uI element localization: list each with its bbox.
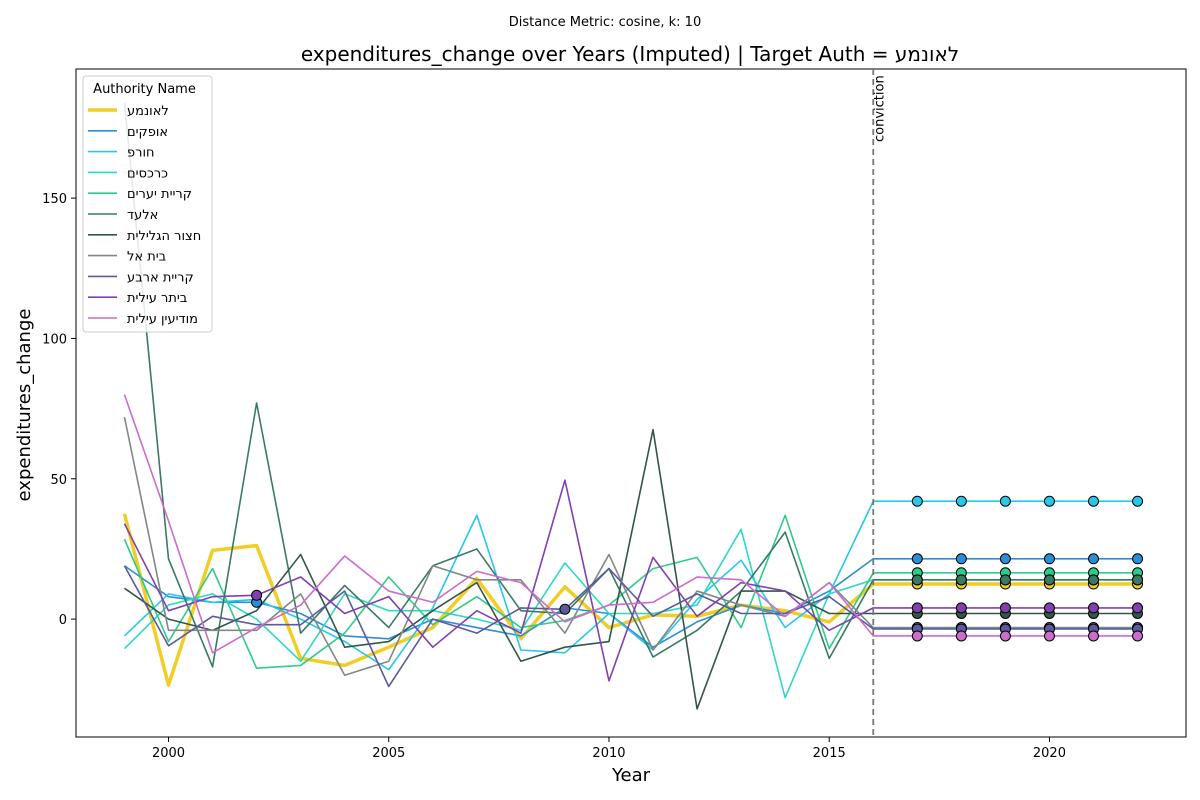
imputed-point (1088, 495, 1099, 507)
legend-entry: חורפ (127, 146, 155, 161)
imputed-point (999, 630, 1011, 642)
chart-suptitle: Distance Metric: cosine, k: 10 (509, 15, 701, 30)
imputed-point (559, 603, 571, 615)
imputed-point (1132, 553, 1144, 565)
series-line-4 (123, 514, 1138, 670)
imputed-point (955, 574, 967, 586)
series-line-8 (123, 565, 1138, 688)
series-lines (122, 102, 1138, 710)
imputed-point (1088, 574, 1099, 586)
legend-box (82, 75, 213, 333)
x-tick-label: 2020 (1033, 746, 1066, 761)
conviction-line-group: conviction (872, 69, 887, 737)
imputed-point (1043, 630, 1055, 642)
legend-entry: בית אל (127, 250, 166, 265)
legend-entry: חצור הגלילית (127, 229, 201, 244)
y-axis-title: expenditures_change (14, 309, 35, 502)
imputed-point (999, 602, 1011, 614)
series-line-10 (123, 394, 1138, 654)
imputed-point (999, 574, 1011, 586)
y-tick-label: 150 (42, 192, 67, 207)
plot-area (75, 68, 1187, 738)
y-tick-label: 100 (42, 332, 67, 347)
x-tick-label: 2010 (592, 746, 625, 761)
imputed-point (911, 602, 923, 614)
y-tick-label: 50 (50, 473, 67, 488)
imputed-point (1088, 602, 1099, 614)
imputed-point (955, 602, 967, 614)
imputed-point (955, 553, 967, 565)
legend-title: Authority Name (93, 82, 196, 97)
legend-entry: כרכסים (127, 166, 168, 181)
y-tick-label: 0 (59, 613, 67, 628)
axis-ticks: 2000 2005 2010 2015 2020 0 50 100 150 (42, 192, 1066, 761)
x-tick-label: 2005 (372, 746, 405, 761)
imputed-point (1132, 630, 1144, 642)
imputed-point (999, 495, 1011, 507)
imputed-point (1132, 574, 1144, 586)
series-line-6 (123, 428, 1138, 710)
imputed-point (911, 553, 923, 565)
conviction-label: conviction (872, 75, 887, 142)
imputed-point (911, 495, 923, 507)
legend-entry: אלעד (127, 208, 158, 223)
series-line-2 (123, 500, 1138, 671)
series-line-1 (123, 557, 1138, 648)
imputed-markers (251, 495, 1144, 642)
series-line-5 (123, 102, 1138, 668)
imputed-point (1088, 630, 1099, 642)
x-axis-title: Year (611, 765, 651, 786)
legend-entry: ביתר עילית (127, 291, 187, 306)
x-tick-label: 2000 (152, 746, 185, 761)
imputed-point (1132, 495, 1144, 507)
imputed-point (911, 630, 923, 642)
legend-entry: אופקים (127, 125, 168, 140)
legend-entry: מודיעין עילית (127, 312, 198, 327)
series-line-7 (123, 416, 1138, 677)
imputed-point (1043, 553, 1055, 565)
imputed-point (1043, 574, 1055, 586)
legend: Authority Name לאונמע אופקים חורפ כרכסים קריי… (82, 75, 213, 333)
legend-entry: קריית ארבע (127, 270, 194, 285)
imputed-point (1043, 602, 1055, 614)
series-line-9 (123, 479, 1138, 682)
imputed-point (911, 574, 923, 586)
axes-frame (75, 68, 1187, 738)
imputed-point (1088, 553, 1099, 565)
imputed-point (1132, 602, 1144, 614)
imputed-point (251, 589, 263, 601)
imputed-point (955, 495, 967, 507)
legend-entry: לאונמע (127, 104, 169, 119)
legend-entry: קריית יערים (127, 187, 192, 202)
imputed-point (999, 553, 1011, 565)
x-tick-label: 2015 (813, 746, 846, 761)
imputed-point (955, 630, 967, 642)
chart-title: expenditures_change over Years (Imputed)… (301, 42, 959, 66)
imputed-point (1043, 495, 1055, 507)
